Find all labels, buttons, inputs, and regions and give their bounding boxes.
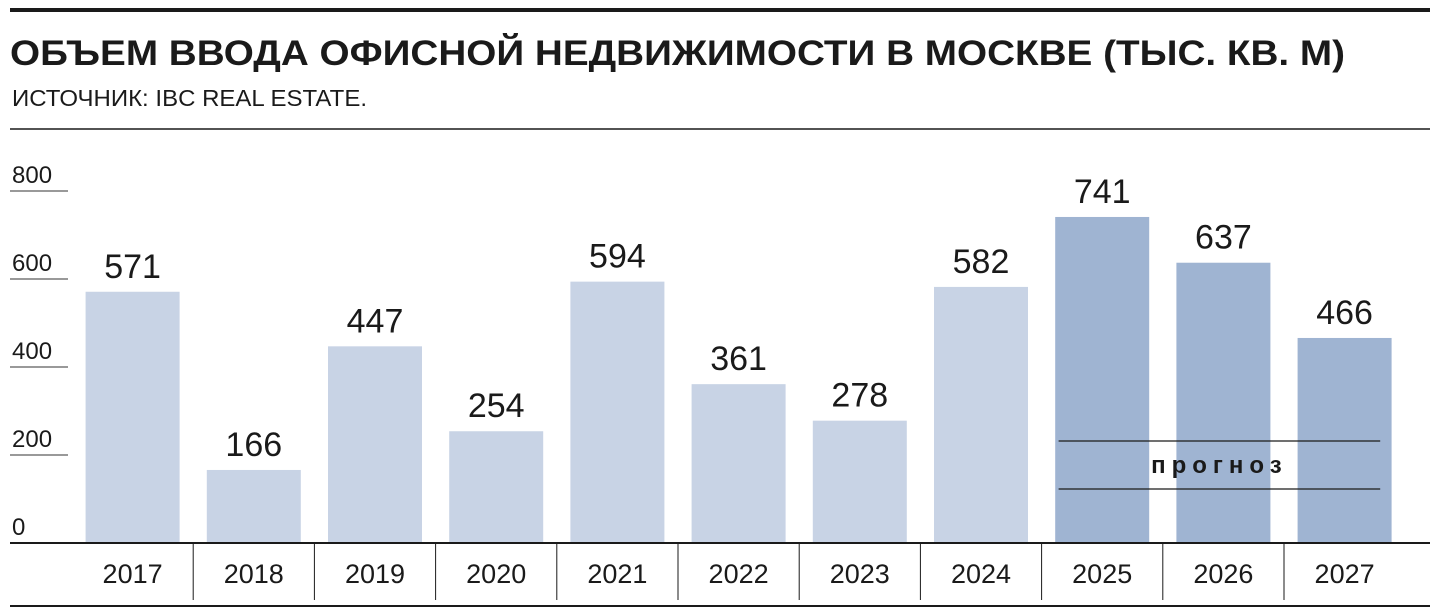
value-label: 447 (347, 302, 404, 340)
y-tick-label: 800 (12, 162, 52, 189)
x-tick-label: 2017 (103, 559, 163, 589)
bar (691, 384, 786, 543)
value-label: 466 (1316, 294, 1373, 332)
bar (328, 346, 422, 543)
value-label: 571 (104, 248, 161, 286)
x-tick-label: 2023 (830, 559, 890, 589)
y-tick-label: 0 (12, 514, 25, 541)
forecast-annotation: прогноз (1151, 452, 1288, 479)
x-tick-label: 2018 (224, 559, 284, 589)
x-tick-label: 2020 (466, 559, 526, 589)
value-label: 594 (589, 238, 646, 276)
bar (934, 286, 1028, 543)
bar (1176, 262, 1271, 543)
value-label: 166 (225, 426, 282, 464)
x-tick-label: 2025 (1072, 559, 1132, 589)
chart-title: ОБЪЕМ ВВОДА ОФИСНОЙ НЕДВИЖИМОСТИ В МОСКВ… (10, 33, 1345, 73)
bar (570, 281, 665, 543)
value-label: 582 (953, 243, 1010, 281)
bar (85, 291, 180, 543)
x-tick-label: 2021 (587, 559, 647, 589)
x-tick-label: 2024 (951, 559, 1011, 589)
y-tick-label: 400 (12, 338, 52, 365)
value-label: 254 (468, 387, 525, 425)
x-tick-label: 2027 (1315, 559, 1375, 589)
y-tick-label: 200 (12, 426, 52, 453)
x-tick-label: 2026 (1193, 559, 1253, 589)
bar (449, 431, 544, 543)
bar (1055, 216, 1150, 543)
value-label: 361 (710, 340, 767, 378)
value-label: 278 (831, 377, 888, 415)
x-tick-label: 2019 (345, 559, 405, 589)
value-label: 741 (1074, 173, 1131, 211)
bar (812, 420, 907, 543)
y-tick-label: 600 (12, 250, 52, 277)
chart-subtitle: ИСТОЧНИК: IBC REAL ESTATE. (12, 85, 367, 111)
bar (206, 469, 301, 543)
value-label: 637 (1195, 219, 1252, 257)
x-tick-label: 2022 (709, 559, 769, 589)
